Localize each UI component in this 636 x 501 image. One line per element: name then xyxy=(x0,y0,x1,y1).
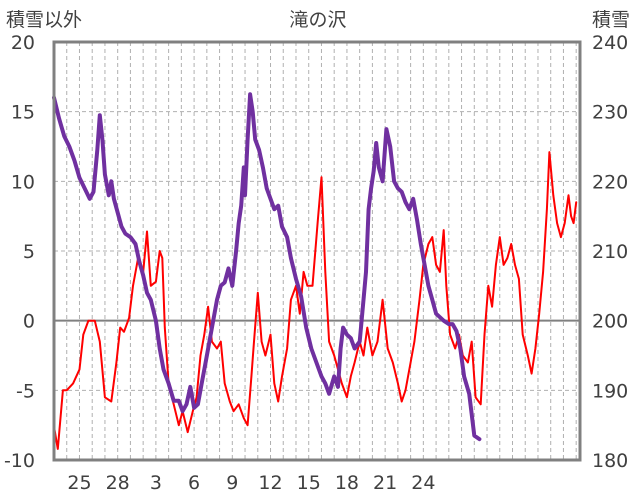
plot-frame xyxy=(52,40,582,462)
x-tick: 24 xyxy=(411,472,435,494)
y-axis-left-label: 積雪以外 xyxy=(6,9,82,31)
y-tick-right: 210 xyxy=(592,241,628,263)
x-tick: 25 xyxy=(67,472,91,494)
y-tick-left: 5 xyxy=(23,241,35,263)
series-line-left-axis xyxy=(53,151,578,450)
y-tick-left: -5 xyxy=(16,380,35,402)
y-tick-left: 20 xyxy=(11,32,35,54)
y-tick-left: 0 xyxy=(23,311,35,333)
x-tick: 6 xyxy=(188,472,200,494)
y-tick-right: 190 xyxy=(592,380,628,402)
y-tick-left: 15 xyxy=(11,102,35,124)
y-tick-left: -10 xyxy=(4,450,35,472)
grid xyxy=(54,42,580,460)
x-tick: 3 xyxy=(150,472,162,494)
y-tick-right: 230 xyxy=(592,102,628,124)
y-tick-right: 240 xyxy=(592,32,628,54)
x-tick: 18 xyxy=(335,472,359,494)
y-axis-right-label: 積雪 xyxy=(592,9,630,31)
x-tick: 9 xyxy=(226,472,238,494)
y-tick-right: 220 xyxy=(592,171,628,193)
series-line-right-axis xyxy=(52,92,482,442)
tick-layer: 20 15 10 5 0 -5 -10 240 230 220 210 200 190 180 25 28 3 6… xyxy=(4,32,628,494)
x-tick: 12 xyxy=(258,472,282,494)
y-tick-right: 200 xyxy=(592,311,628,333)
y-tick-left: 10 xyxy=(11,171,35,193)
x-tick: 28 xyxy=(106,472,130,494)
chart-title: 滝の沢 xyxy=(289,9,346,31)
y-tick-right: 180 xyxy=(592,450,628,472)
x-tick: 21 xyxy=(373,472,397,494)
series-layer xyxy=(52,92,578,450)
x-tick: 15 xyxy=(297,472,321,494)
